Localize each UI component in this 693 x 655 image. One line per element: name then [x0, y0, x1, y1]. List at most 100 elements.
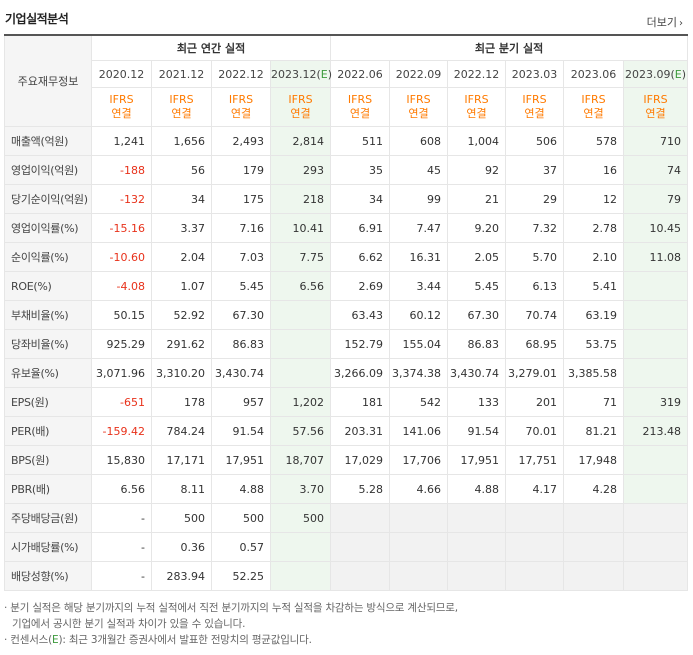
financial-summary-table: 주요재무정보 최근 연간 실적 최근 분기 실적 2020.12 2021.12 2…	[4, 34, 689, 591]
table-cell: 3,430.74	[211, 358, 271, 388]
row-label: PER(배)	[4, 416, 92, 446]
table-cell: 4.88	[447, 474, 507, 504]
table-cell: 17,751	[505, 445, 565, 475]
table-cell: 7.16	[211, 213, 271, 243]
table-cell: 70.74	[505, 300, 565, 330]
table-cell: 175	[211, 184, 271, 214]
ifrs-badge: IFRS 연결	[211, 87, 271, 127]
table-cell: 500	[211, 503, 271, 533]
table-cell: 71	[563, 387, 625, 417]
period-header: 2023.03	[505, 60, 565, 88]
ifrs-badge: IFRS 연결	[447, 87, 507, 127]
table-cell: 21	[447, 184, 507, 214]
table-cell: 6.56	[269, 271, 332, 301]
table-cell: 203.31	[330, 416, 391, 446]
row-label: 주당배당금(원)	[4, 503, 92, 533]
table-cell: 17,706	[389, 445, 449, 475]
table-cell	[389, 503, 449, 533]
table-cell: 1.07	[151, 271, 212, 301]
table-cell: 52.25	[211, 561, 271, 591]
table-cell: 7.47	[389, 213, 449, 243]
quarter-group-header: 최근 분기 실적	[330, 34, 689, 61]
period-header: 2023.12(E)	[269, 60, 332, 88]
period-header: 2020.12	[91, 60, 152, 88]
ifrs-badge: IFRS 연결	[623, 87, 689, 127]
table-row: 부채비율(%) 50.15 52.92 67.30 63.43 60.12 67.30 70.…	[4, 300, 689, 330]
table-cell: 52.92	[151, 300, 212, 330]
table-cell: 3,374.38	[389, 358, 449, 388]
table-cell: 92	[447, 155, 507, 185]
table-cell: 45	[389, 155, 449, 185]
table-cell	[389, 532, 449, 562]
table-cell: 10.45	[623, 213, 689, 243]
table-cell	[330, 532, 391, 562]
table-row: BPS(원) 15,830 17,171 17,951 18,707 17,029 17,7…	[4, 445, 689, 475]
table-cell: 5.45	[211, 271, 271, 301]
footnotes: · 분기 실적은 해당 분기까지의 누적 실적에서 직전 분기까지의 누적 실적…	[4, 600, 689, 648]
table-cell: 4.66	[389, 474, 449, 504]
table-cell: 710	[623, 126, 689, 156]
table-cell	[389, 561, 449, 591]
period-header: 2022.09	[389, 60, 449, 88]
table-cell: 5.70	[505, 242, 565, 272]
table-cell: 18,707	[269, 445, 332, 475]
table-cell: 16	[563, 155, 625, 185]
table-row: 당좌비율(%) 925.29 291.62 86.83 152.79 155.04 86.8…	[4, 329, 689, 359]
table-cell: 81.21	[563, 416, 625, 446]
table-cell: 141.06	[389, 416, 449, 446]
estimate-mark: E	[674, 67, 682, 81]
row-header-title: 주요재무정보	[4, 34, 92, 127]
table-cell: 6.56	[91, 474, 152, 504]
more-link[interactable]: 더보기 ›	[647, 14, 683, 30]
table-row: 영업이익(억원) -188 56 179 293 35 45 92 37 16 74	[4, 155, 689, 185]
table-cell: 957	[211, 387, 271, 417]
table-cell: -651	[91, 387, 152, 417]
table-cell	[623, 474, 689, 504]
table-cell: 2.04	[151, 242, 212, 272]
ifrs-badge: IFRS 연결	[269, 87, 332, 127]
table-cell: 3,310.20	[151, 358, 212, 388]
table-cell: 63.19	[563, 300, 625, 330]
table-cell: 542	[389, 387, 449, 417]
table-cell: 17,171	[151, 445, 212, 475]
table-cell	[330, 561, 391, 591]
table-cell: 12	[563, 184, 625, 214]
period-header: 2023.09(E)	[623, 60, 689, 88]
table-cell: 1,202	[269, 387, 332, 417]
period-header: 2022.06	[330, 60, 391, 88]
table-cell: -	[91, 561, 152, 591]
row-label: BPS(원)	[4, 445, 92, 475]
table-cell: 133	[447, 387, 507, 417]
footnote-2-suffix: ): 최근 3개월간 증권사에서 발표한 전망치의 평균값입니다.	[58, 634, 312, 646]
table-cell: 91.54	[447, 416, 507, 446]
table-cell: 5.45	[447, 271, 507, 301]
table-cell	[623, 271, 689, 301]
table-cell: 91.54	[211, 416, 271, 446]
table-cell: 17,029	[330, 445, 391, 475]
footnote-2-prefix: · 컨센서스(	[4, 634, 53, 646]
footnote-1: · 분기 실적은 해당 분기까지의 누적 실적에서 직전 분기까지의 누적 실적…	[4, 602, 458, 614]
more-label: 더보기	[646, 16, 677, 29]
table-cell: 319	[623, 387, 689, 417]
table-cell: 34	[330, 184, 391, 214]
table-cell: 1,004	[447, 126, 507, 156]
table-cell: 155.04	[389, 329, 449, 359]
table-cell: -	[91, 503, 152, 533]
table-cell: 179	[211, 155, 271, 185]
chevron-right-icon: ›	[679, 18, 683, 29]
row-label: 영업이익률(%)	[4, 213, 92, 243]
table-cell: 608	[389, 126, 449, 156]
ifrs-badge: IFRS 연결	[91, 87, 152, 127]
table-row: PER(배) -159.42 784.24 91.54 57.56 203.31 141.0…	[4, 416, 689, 446]
table-cell: 50.15	[91, 300, 152, 330]
table-cell	[563, 561, 625, 591]
ifrs-badge: IFRS 연결	[151, 87, 212, 127]
table-cell: 99	[389, 184, 449, 214]
table-cell: 60.12	[389, 300, 449, 330]
table-cell: 4.17	[505, 474, 565, 504]
table-cell: -4.08	[91, 271, 152, 301]
table-cell: 15,830	[91, 445, 152, 475]
table-cell: 79	[623, 184, 689, 214]
row-label: 유보율(%)	[4, 358, 92, 388]
table-cell	[505, 503, 565, 533]
